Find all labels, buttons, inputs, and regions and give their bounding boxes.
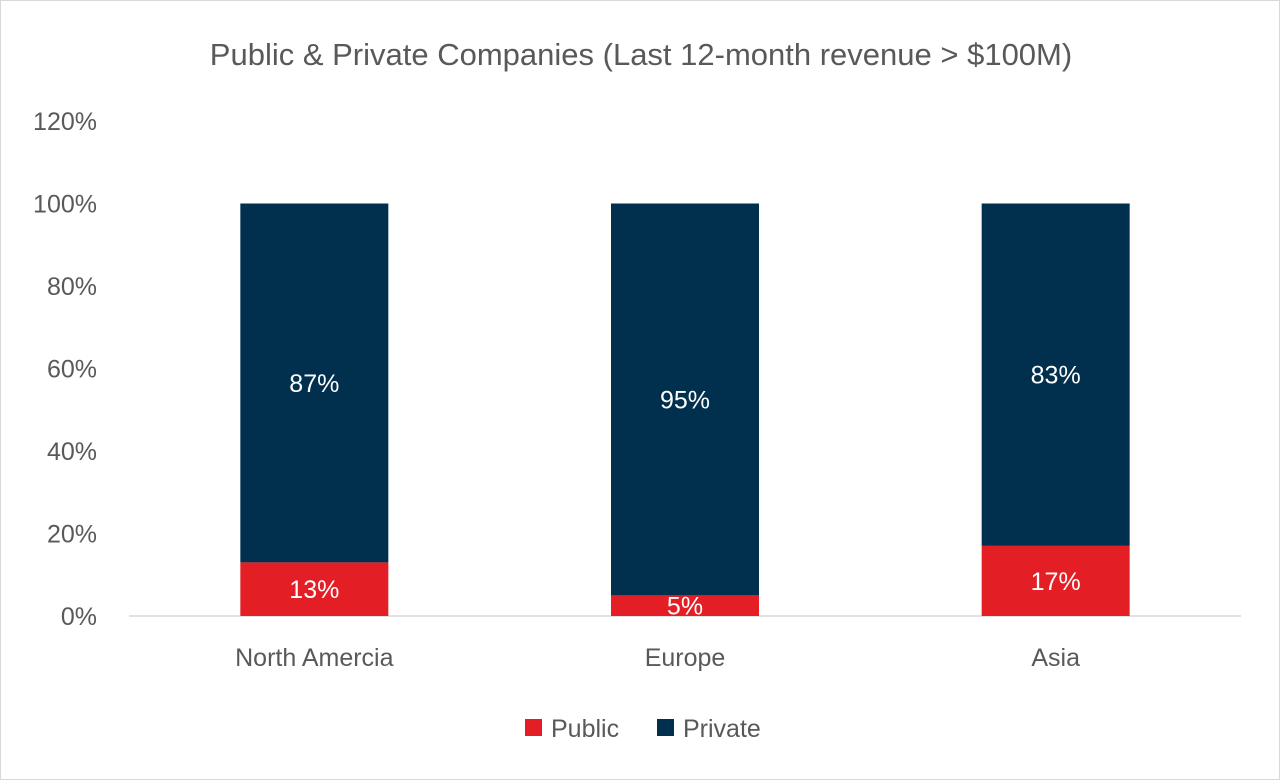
chart-title: Public & Private Companies (Last 12-mont… xyxy=(210,37,1072,72)
data-label-private-3: 83% xyxy=(1031,362,1081,390)
data-label-public-3: 17% xyxy=(1031,568,1081,596)
legend-swatch-public xyxy=(525,719,542,736)
data-labels: 13% 87% 5% 95% 17% 83% xyxy=(289,362,1080,621)
bar-private-1 xyxy=(240,203,389,563)
data-label-public-1: 13% xyxy=(289,576,339,604)
x-category-label: Asia xyxy=(1031,644,1080,672)
x-category-label: North Amercia xyxy=(235,644,393,672)
x-category-label: Europe xyxy=(645,644,726,672)
y-tick-label: 120% xyxy=(33,108,97,136)
data-label-private-1: 87% xyxy=(289,370,339,398)
bar-private-2 xyxy=(611,203,759,596)
y-tick-label: 20% xyxy=(47,521,97,549)
legend: Public Private xyxy=(525,715,761,743)
data-label-private-2: 95% xyxy=(660,386,710,414)
bar-public-2 xyxy=(611,595,759,616)
bars xyxy=(240,203,1130,616)
y-tick-label: 40% xyxy=(47,438,97,466)
legend-label-private: Private xyxy=(683,715,761,743)
bar-private-3 xyxy=(981,203,1130,546)
y-axis-ticks: 0% 20% 40% 60% 80% 100% 120% xyxy=(33,108,97,631)
bar-public-1 xyxy=(240,562,389,616)
legend-swatch-private xyxy=(657,719,674,736)
y-tick-label: 100% xyxy=(33,191,97,219)
x-axis-labels: North Amercia Europe Asia xyxy=(235,644,1080,672)
y-tick-label: 0% xyxy=(61,603,97,631)
bar-public-3 xyxy=(981,545,1130,616)
data-label-public-2: 5% xyxy=(667,593,703,621)
y-tick-label: 60% xyxy=(47,356,97,384)
y-tick-label: 80% xyxy=(47,273,97,301)
legend-label-public: Public xyxy=(551,715,619,743)
